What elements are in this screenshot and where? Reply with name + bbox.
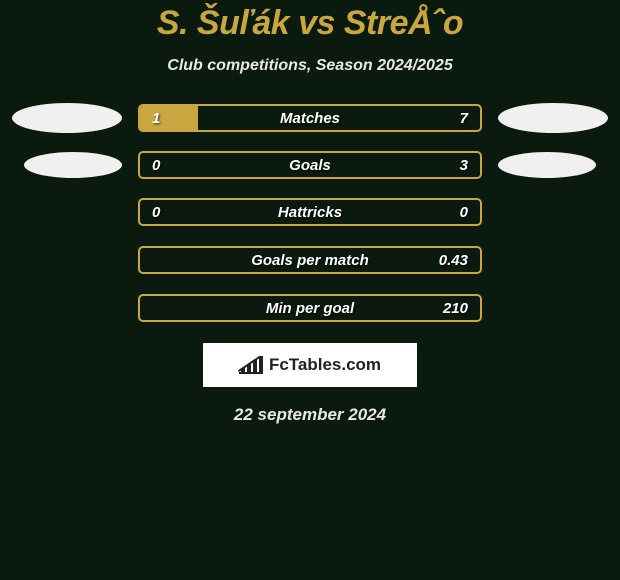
avatar-spacer (12, 197, 122, 227)
avatar-spacer (498, 245, 608, 275)
avatar-spacer (498, 293, 608, 323)
stat-row: 210Min per goal (0, 293, 620, 323)
comparison-card: S. Šuľák vs StreÅˆo Club competitions, S… (0, 0, 620, 425)
player-avatar-right (498, 152, 596, 178)
player-avatar-left (12, 103, 122, 133)
stat-row: 0.43Goals per match (0, 245, 620, 275)
stat-row: 03Goals (0, 151, 620, 179)
stats-rows: 17Matches 03Goals 00Hattricks 0.43Goals per… (0, 103, 620, 323)
stat-bar: 210Min per goal (138, 294, 482, 322)
page-title: S. Šuľák vs StreÅˆo (0, 4, 620, 43)
player-avatar-left (24, 152, 122, 178)
date-label: 22 september 2024 (0, 405, 620, 425)
stat-bar: 03Goals (138, 151, 482, 179)
stat-bar: 0.43Goals per match (138, 246, 482, 274)
stat-label: Matches (140, 110, 480, 127)
avatar-spacer (498, 197, 608, 227)
brand-text: FcTables.com (269, 355, 381, 375)
stat-label: Min per goal (140, 300, 480, 317)
stat-label: Hattricks (140, 204, 480, 221)
stat-row: 17Matches (0, 103, 620, 133)
stat-bar: 17Matches (138, 104, 482, 132)
player-avatar-right (498, 103, 608, 133)
avatar-spacer (12, 245, 122, 275)
avatar-spacer (12, 293, 122, 323)
stat-bar: 00Hattricks (138, 198, 482, 226)
brand-logo[interactable]: FcTables.com (203, 343, 417, 387)
stat-label: Goals (140, 157, 480, 174)
chart-icon (239, 356, 263, 374)
subtitle: Club competitions, Season 2024/2025 (0, 57, 620, 75)
stat-label: Goals per match (140, 252, 480, 269)
stat-row: 00Hattricks (0, 197, 620, 227)
